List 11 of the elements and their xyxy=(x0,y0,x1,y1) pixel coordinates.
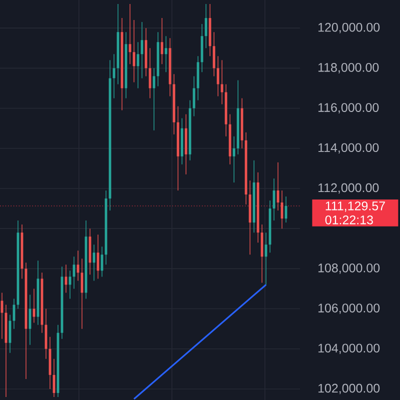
y-tick-label: 118,000.00 xyxy=(318,62,379,74)
text: 01:22:13 xyxy=(325,215,373,224)
y-tick-label: 116,000.00 xyxy=(318,103,379,114)
y-tick-label: 104,000.00 xyxy=(318,344,380,354)
y-tick-label: 120,000.00 xyxy=(318,22,380,34)
ref-line-label: 111,129.57 xyxy=(326,201,385,212)
y-tick-label: 112,000.00 xyxy=(318,183,379,194)
y-tick-label: 108,000.00 xyxy=(318,264,380,274)
y-tick-label: 106,000.00 xyxy=(318,304,380,314)
y-tick-label: 114,000.00 xyxy=(318,143,379,154)
y-tick-label: 102,000.00 xyxy=(318,384,380,394)
